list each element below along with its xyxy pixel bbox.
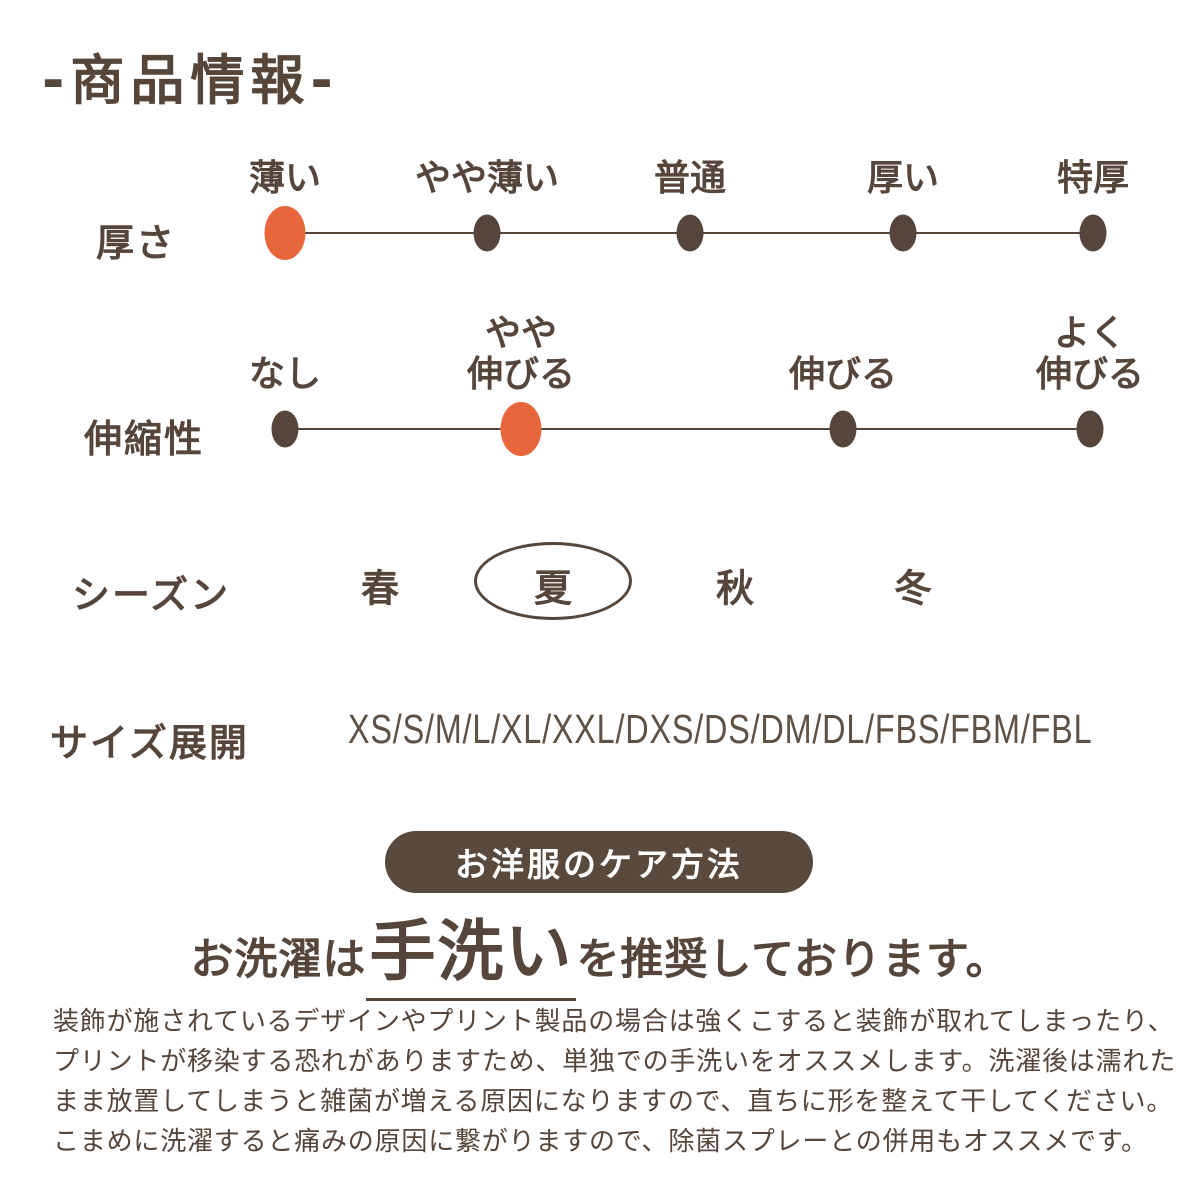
stretch-scale-line xyxy=(285,428,1090,430)
stretch-option-label-very-stretchy: よく 伸びる xyxy=(1035,313,1145,395)
season-item-spring: 春 xyxy=(360,566,400,611)
thickness-option-label-normal: 普通 xyxy=(653,158,727,199)
thickness-dot-thick xyxy=(889,214,917,252)
thickness-dot-extra-thick xyxy=(1079,214,1107,252)
care-method-button-label: お洋服のケア方法 xyxy=(455,845,743,884)
thickness-option-label-slightly-thin: やや薄い xyxy=(414,158,560,199)
sizes-value: XS/S/M/L/XL/XXL/DXS/DS/DM/DL/FBS/FBM/FBL xyxy=(348,706,1093,752)
thickness-option-label-thin: 薄い xyxy=(248,158,322,199)
thickness-dot-thin-selected xyxy=(264,206,306,260)
thickness-option-label-thick: 厚い xyxy=(866,158,940,199)
care-paragraph-line: こまめに洗濯すると痛みの原因に繋がりますので、除菌スプレーとの併用もオススメです… xyxy=(53,1127,1148,1157)
care-paragraph-line: プリントが移染する恐れがありますため、単独での手洗いをオススメします。洗濯後は濡… xyxy=(53,1047,1177,1077)
stretch-dot-stretchy xyxy=(829,410,857,448)
headline-emphasis-handwash: 手洗い xyxy=(366,898,577,1001)
care-paragraph-line: まま放置してしまうと雑菌が増える原因になりますので、直ちに形を整えて干してくださ… xyxy=(53,1087,1174,1117)
thickness-option-label-extra-thick: 特厚 xyxy=(1056,158,1130,199)
selected-season-circle xyxy=(474,542,632,620)
stretch-dot-none xyxy=(271,410,299,448)
page-title: -商品情報- xyxy=(42,49,339,112)
care-instructions-paragraph: 装飾が施されているデザインやプリント製品の場合は強くこすると装飾が取れてしまった… xyxy=(53,1002,1177,1162)
season-item-winter: 冬 xyxy=(893,566,933,611)
season-row-label: シーズン xyxy=(72,573,231,617)
thickness-dot-slightly-thin xyxy=(473,214,501,252)
sizes-row-label: サイズ展開 xyxy=(50,721,249,765)
thickness-row-label: 厚さ xyxy=(96,221,177,265)
stretch-dot-slightly-stretchy-selected xyxy=(500,402,542,456)
stretch-row-label: 伸縮性 xyxy=(84,417,205,461)
stretch-dot-very-stretchy xyxy=(1076,410,1104,448)
season-item-summer-selected: 夏 xyxy=(533,566,573,611)
handwash-headline: お洗濯は 手洗い を推奨しております。 xyxy=(0,898,1200,1001)
care-method-button[interactable]: お洋服のケア方法 xyxy=(385,831,813,893)
thickness-dot-normal xyxy=(676,214,704,252)
stretch-option-label-stretchy: 伸びる xyxy=(788,354,898,395)
season-item-autumn: 秋 xyxy=(715,566,755,611)
stretch-option-label-slightly-stretchy: やや 伸びる xyxy=(466,313,576,395)
care-paragraph-line: 装飾が施されているデザインやプリント製品の場合は強くこすると装飾が取れてしまった… xyxy=(53,1007,1175,1037)
headline-suffix: を推奨しております。 xyxy=(576,935,1010,985)
headline-prefix: お洗濯は xyxy=(190,935,367,985)
stretch-option-label-none: なし xyxy=(248,354,322,395)
